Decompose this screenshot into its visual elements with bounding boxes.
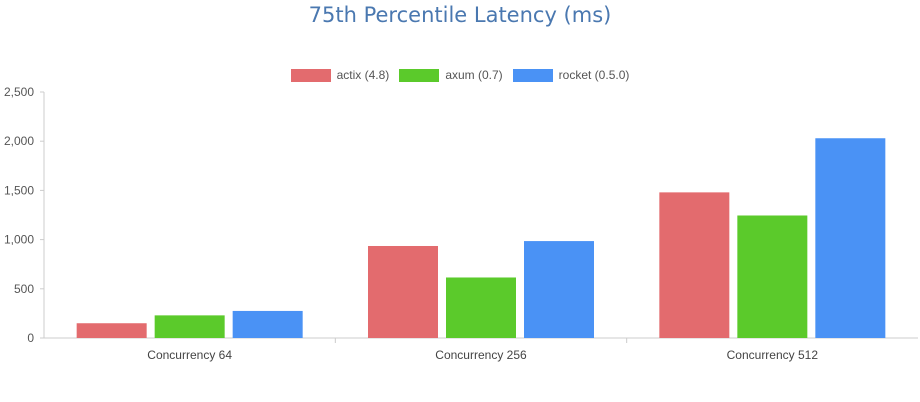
- legend-swatch: [290, 68, 331, 82]
- y-tick-label: 1,000: [4, 233, 34, 247]
- bar: [154, 315, 225, 338]
- y-tick-label: 500: [14, 282, 34, 296]
- legend: actix (4.8) axum (0.7) rocket (0.5.0): [0, 68, 920, 82]
- legend-label: rocket (0.5.0): [558, 68, 630, 82]
- legend-swatch: [512, 68, 553, 82]
- bar: [524, 241, 594, 338]
- bar: [659, 192, 730, 338]
- chart-title: 75th Percentile Latency (ms): [308, 3, 612, 27]
- legend-label: axum (0.7): [445, 68, 503, 82]
- x-category-label: Concurrency 64: [147, 348, 232, 362]
- y-tick-label: 2,000: [4, 134, 34, 148]
- bar: [815, 138, 886, 338]
- legend-label: actix (4.8): [336, 68, 390, 82]
- y-tick-label: 0: [27, 331, 34, 345]
- bar: [76, 323, 147, 338]
- y-tick-label: 1,500: [4, 183, 34, 197]
- legend-item[interactable]: rocket (0.5.0): [512, 68, 630, 82]
- legend-swatch: [399, 68, 440, 82]
- bar: [368, 245, 438, 338]
- bar: [446, 277, 516, 338]
- bar: [232, 310, 303, 338]
- y-tick-label: 2,500: [4, 85, 34, 99]
- legend-item[interactable]: axum (0.7): [399, 68, 503, 82]
- x-category-label: Concurrency 512: [727, 348, 819, 362]
- legend-item[interactable]: actix (4.8): [290, 68, 390, 82]
- bar: [737, 215, 808, 338]
- x-category-label: Concurrency 256: [435, 348, 527, 362]
